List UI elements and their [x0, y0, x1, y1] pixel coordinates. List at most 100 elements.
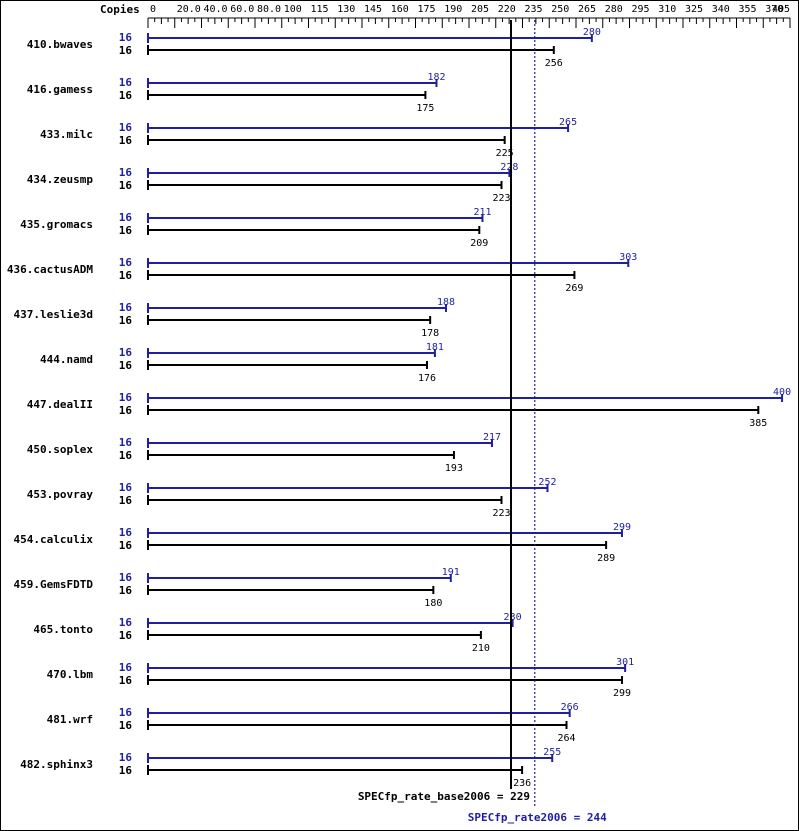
base-value-label: 225 [496, 148, 514, 159]
tick-label: 310 [658, 4, 676, 15]
base-copies: 16 [119, 359, 133, 372]
base-copies: 16 [119, 224, 133, 237]
base-value-label: 289 [597, 553, 615, 564]
tick-label: 130 [337, 4, 355, 15]
base-copies: 16 [119, 134, 133, 147]
benchmark-label: 416.gamess [27, 83, 93, 96]
tick-label: 265 [578, 4, 596, 15]
benchmark-label: 481.wrf [47, 713, 93, 726]
tick-label: 115 [311, 4, 329, 15]
copies-header: Copies [100, 3, 140, 16]
base-value-label: 256 [545, 58, 563, 69]
benchmark-label: 470.lbm [47, 668, 94, 681]
benchmark-label: 482.sphinx3 [20, 758, 93, 771]
peak-copies: 16 [119, 571, 133, 584]
benchmark-label: 447.dealII [27, 398, 93, 411]
benchmark-rows: 410.bwaves1616280256416.gamess1616182175… [7, 27, 791, 789]
peak-copies: 16 [119, 751, 133, 764]
base-value-label: 385 [749, 418, 767, 429]
peak-value-label: 181 [426, 342, 444, 353]
peak-copies: 16 [119, 76, 133, 89]
peak-copies: 16 [119, 436, 133, 449]
peak-value-label: 228 [500, 162, 518, 173]
tick-label: 235 [525, 4, 543, 15]
peak-copies: 16 [119, 346, 133, 359]
peak-value-label: 188 [437, 297, 455, 308]
benchmark-label: 454.calculix [14, 533, 94, 546]
tick-label: 20.0 [177, 4, 201, 15]
tick-label: 190 [444, 4, 462, 15]
base-value-label: 209 [470, 238, 488, 249]
benchmark-label: 444.namd [40, 353, 93, 366]
tick-label: 100 [284, 4, 302, 15]
base-copies: 16 [119, 44, 133, 57]
base-mean-label: SPECfp_rate_base2006 = 229 [358, 790, 530, 803]
base-copies: 16 [119, 629, 133, 642]
benchmark-label: 459.GemsFDTD [14, 578, 94, 591]
base-value-label: 236 [513, 778, 531, 789]
tick-label: 250 [551, 4, 569, 15]
benchmark-label: 435.gromacs [20, 218, 93, 231]
base-copies: 16 [119, 674, 133, 687]
peak-value-label: 301 [616, 657, 634, 668]
tick-label: 60.0 [230, 4, 254, 15]
peak-copies: 16 [119, 391, 133, 404]
peak-value-label: 211 [473, 207, 491, 218]
tick-label: 325 [685, 4, 703, 15]
peak-mean-label: SPECfp_rate2006 = 244 [468, 811, 607, 824]
base-value-label: 223 [492, 193, 510, 204]
tick-label: 40.0 [204, 4, 228, 15]
tick-label: 280 [605, 4, 623, 15]
peak-value-label: 280 [583, 27, 601, 38]
peak-copies: 16 [119, 31, 133, 44]
base-value-label: 269 [565, 283, 583, 294]
tick-label: 175 [418, 4, 436, 15]
peak-value-label: 299 [613, 522, 631, 533]
base-value-label: 178 [421, 328, 439, 339]
peak-value-label: 230 [504, 612, 522, 623]
mean-lines: SPECfp_rate_base2006 = 229 SPECfp_rate200… [358, 20, 607, 824]
base-copies: 16 [119, 269, 133, 282]
base-value-label: 299 [613, 688, 631, 699]
base-copies: 16 [119, 314, 133, 327]
peak-value-label: 303 [619, 252, 637, 263]
benchmark-label: 465.tonto [33, 623, 93, 636]
base-copies: 16 [119, 494, 133, 507]
tick-label: 370 [765, 4, 783, 15]
base-value-label: 180 [424, 598, 442, 609]
benchmark-label: 453.povray [27, 488, 94, 501]
benchmark-label: 410.bwaves [27, 38, 93, 51]
base-value-label: 210 [472, 643, 490, 654]
peak-copies: 16 [119, 211, 133, 224]
axis-ticks: 0 20.0 40.0 60.0 80.0 100 115 130 145 160 175 190 20… [147, 4, 791, 28]
base-copies: 16 [119, 89, 133, 102]
tick-label: 405 [772, 4, 790, 15]
peak-copies: 16 [119, 121, 133, 134]
base-value-label: 176 [418, 373, 436, 384]
peak-value-label: 265 [559, 117, 577, 128]
base-value-label: 193 [445, 463, 463, 474]
base-copies: 16 [119, 764, 133, 777]
peak-copies: 16 [119, 256, 133, 269]
base-copies: 16 [119, 179, 133, 192]
peak-copies: 16 [119, 301, 133, 314]
peak-copies: 16 [119, 706, 133, 719]
base-copies: 16 [119, 449, 133, 462]
benchmark-label: 437.leslie3d [14, 308, 93, 321]
benchmark-label: 436.cactusADM [7, 263, 93, 276]
